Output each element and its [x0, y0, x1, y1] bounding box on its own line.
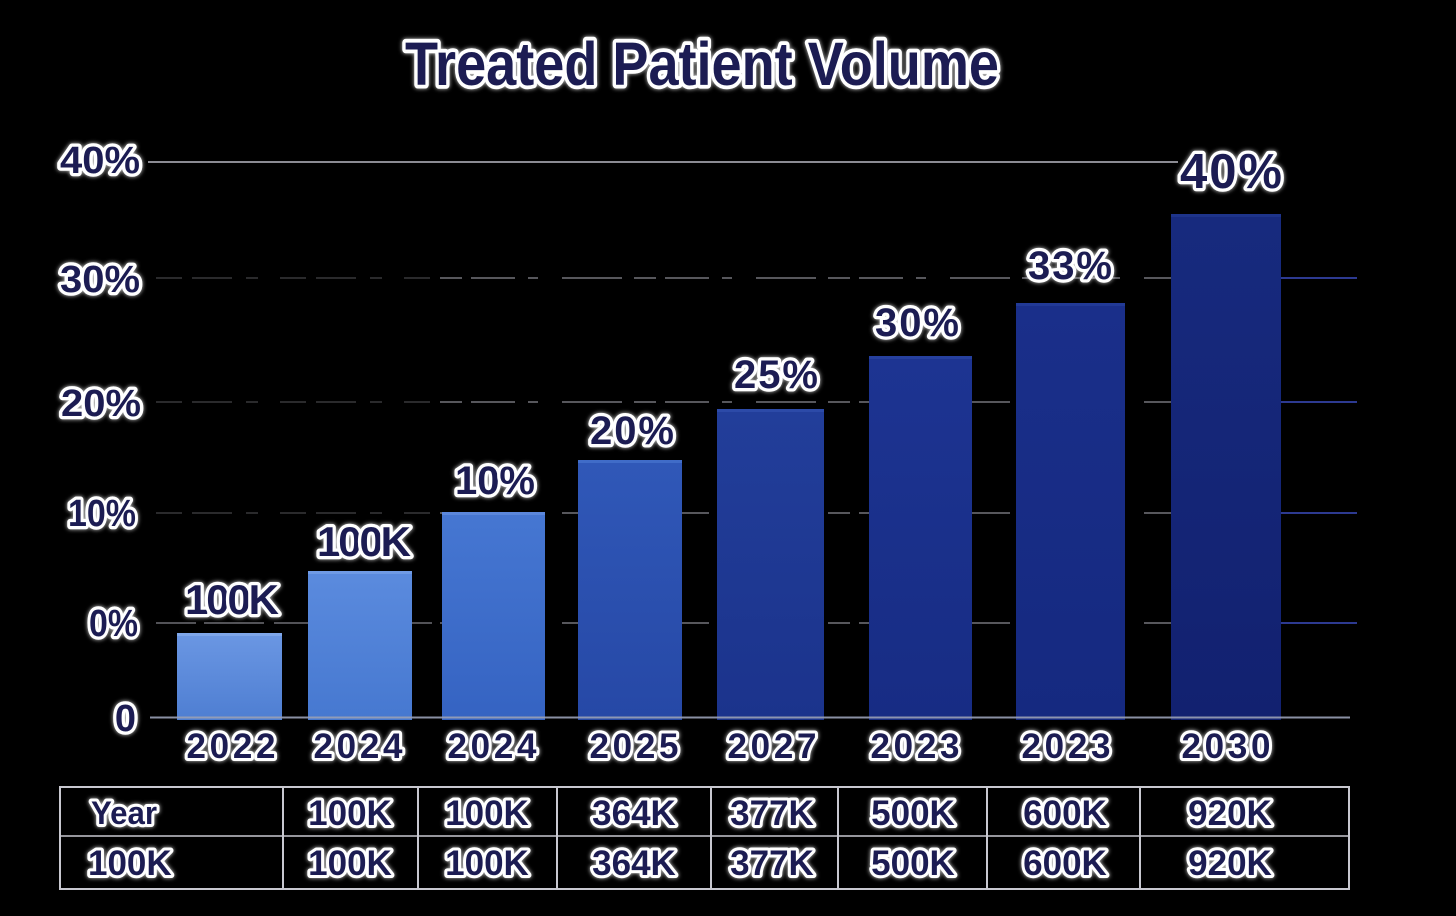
svg-text:100K: 100K — [308, 794, 392, 833]
svg-text:Year: Year — [91, 795, 157, 831]
svg-text:364K: 364K — [592, 794, 676, 833]
svg-text:500K: 500K — [871, 794, 955, 833]
svg-text:20%: 20% — [590, 409, 674, 453]
svg-text:0: 0 — [115, 698, 136, 740]
svg-text:600K: 600K — [1023, 844, 1107, 883]
svg-text:40%: 40% — [1180, 145, 1282, 199]
svg-text:100K: 100K — [185, 576, 279, 623]
svg-text:920K: 920K — [1188, 794, 1272, 833]
svg-text:33%: 33% — [1028, 244, 1112, 288]
svg-text:364K: 364K — [592, 844, 676, 883]
svg-text:100K: 100K — [88, 844, 172, 883]
svg-text:500K: 500K — [871, 844, 955, 883]
svg-text:40%: 40% — [60, 140, 140, 182]
svg-text:377K: 377K — [730, 794, 814, 833]
svg-text:100K: 100K — [445, 844, 529, 883]
svg-text:377K: 377K — [730, 844, 814, 883]
svg-text:25%: 25% — [734, 353, 818, 397]
svg-text:100K: 100K — [445, 794, 529, 833]
svg-text:0%: 0% — [89, 603, 138, 645]
svg-text:100K: 100K — [317, 518, 411, 565]
svg-text:100K: 100K — [308, 844, 392, 883]
svg-text:920K: 920K — [1188, 844, 1272, 883]
svg-text:20%: 20% — [61, 383, 141, 425]
svg-text:10%: 10% — [455, 459, 535, 503]
svg-text:10%: 10% — [68, 493, 136, 535]
svg-text:30%: 30% — [875, 301, 959, 345]
svg-text:30%: 30% — [60, 259, 140, 301]
svg-text:Treated Patient Volume: Treated Patient Volume — [405, 30, 999, 98]
svg-text:600K: 600K — [1023, 794, 1107, 833]
